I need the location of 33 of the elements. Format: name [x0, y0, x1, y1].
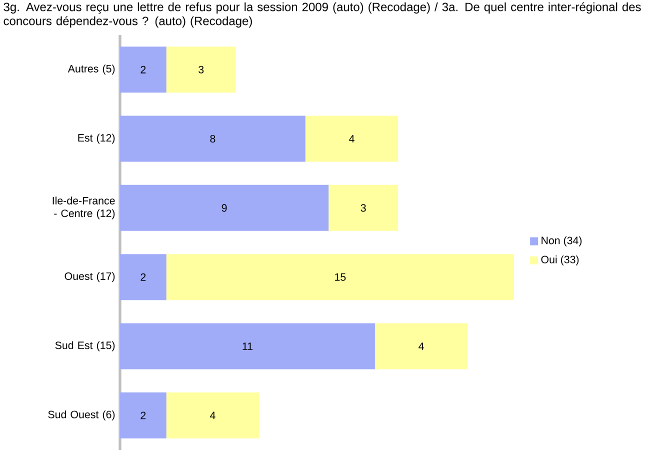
- bar: [120, 46, 166, 93]
- legend-label: Non (34): [542, 236, 582, 246]
- y-tick-label: Autres (5): [68, 64, 115, 75]
- y-tick-label: Ouest (17): [64, 272, 115, 282]
- y-tick-label: Sud Ouest (6): [48, 410, 115, 420]
- data-label: 4: [210, 412, 216, 420]
- bar: [120, 323, 375, 370]
- data-label: 4: [418, 342, 424, 350]
- data-label: 11: [242, 342, 252, 350]
- data-label: 2: [140, 412, 146, 420]
- bar: [166, 46, 236, 93]
- data-label: 2: [140, 66, 146, 74]
- data-label: 8: [210, 134, 216, 143]
- bar: [120, 392, 166, 438]
- bar: [166, 392, 260, 438]
- data-label: 4: [349, 135, 354, 142]
- legend-label: Oui (33): [541, 255, 579, 266]
- data-label: 15: [335, 273, 346, 281]
- y-tick-label: Ile-de-France - Centre (12): [52, 196, 115, 220]
- bar: [374, 323, 468, 370]
- y-tick-label: Sud Est (15): [55, 341, 115, 352]
- bar: [328, 184, 398, 231]
- data-label: 2: [140, 273, 146, 281]
- chart-title: 3g. Avez-vous reçu une lettre de refus pour la session 2009 (auto) (Recodage) / 3a. De quel centre inter-régional des concours dépendez-vous ? (auto) (Recodage): [4, 2, 641, 28]
- bar: [120, 254, 166, 300]
- bar: [120, 116, 306, 162]
- data-label: 3: [360, 204, 366, 212]
- data-label: 9: [222, 204, 227, 212]
- data-label: 3: [198, 66, 204, 74]
- bar: [120, 184, 329, 231]
- bar: [305, 116, 398, 162]
- bar: [166, 254, 514, 300]
- y-tick-label: Est (12): [78, 134, 115, 144]
